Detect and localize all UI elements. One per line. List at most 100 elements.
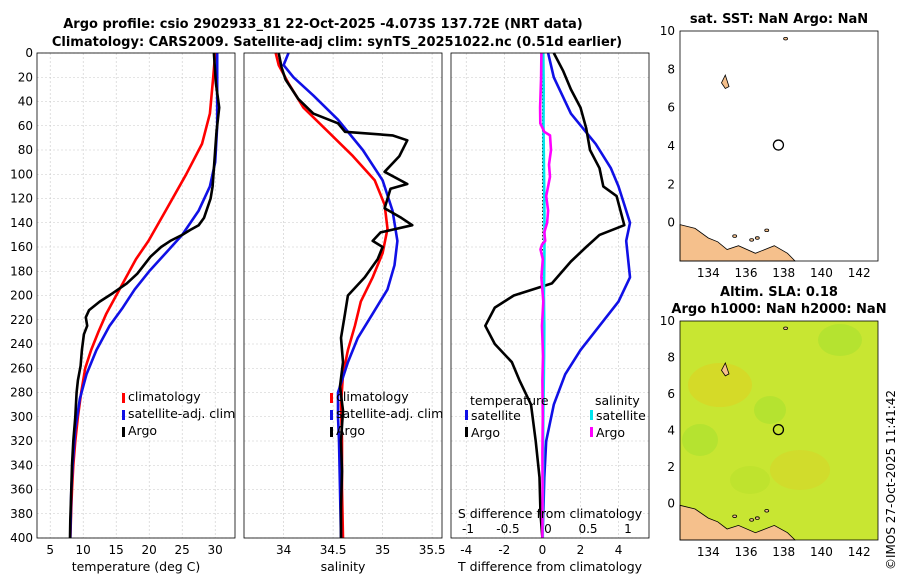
temperature-panel: 0 20 40 60 80 100 120 140 160 180 200 220 240 260 280 3… bbox=[10, 46, 236, 574]
series-line-argo bbox=[68, 52, 221, 539]
x-tick-label-top: -1 bbox=[462, 522, 474, 536]
legend-swatch bbox=[122, 393, 125, 403]
y-tick-label: 400 bbox=[10, 531, 33, 545]
y-tick-label: 8 bbox=[667, 351, 675, 365]
y-tick-label: 80 bbox=[18, 143, 33, 157]
legend-swatch bbox=[590, 427, 593, 437]
sla-anomaly-patch bbox=[754, 396, 786, 424]
x-axis-label-top: S difference from climatology bbox=[458, 506, 643, 521]
legend-label: Argo bbox=[336, 423, 365, 438]
x-tick-label: 20 bbox=[142, 543, 157, 557]
x-tick-label-top: 0.5 bbox=[578, 522, 597, 536]
plot-frame bbox=[36, 52, 236, 539]
land-islet bbox=[764, 509, 770, 513]
x-axis-label: temperature (deg C) bbox=[72, 559, 201, 574]
y-tick-label: 180 bbox=[10, 264, 33, 278]
y-tick-label: 240 bbox=[10, 337, 33, 351]
plot-frame bbox=[450, 52, 650, 539]
y-tick-label: 100 bbox=[10, 167, 33, 181]
sst-map-panel: 0 2 4 6 8 10 134 136 138 140 142 sat. SST: NaN Argo… bbox=[660, 12, 879, 280]
legend-label: satellite-adj. clim bbox=[336, 406, 443, 421]
y-tick-label: 300 bbox=[10, 410, 33, 424]
map-background bbox=[680, 31, 878, 261]
land-islet bbox=[749, 238, 755, 242]
x-tick-label: -2 bbox=[498, 543, 510, 557]
x-tick-label: 10 bbox=[76, 543, 91, 557]
x-tick-label-top: -0.5 bbox=[496, 522, 519, 536]
map-subtitle: Argo h1000: NaN h2000: NaN bbox=[671, 302, 886, 317]
x-tick-label: 140 bbox=[810, 266, 833, 280]
y-tick-label: 0 bbox=[667, 216, 675, 230]
y-tick-label: 10 bbox=[660, 314, 675, 328]
y-tick-label: 360 bbox=[10, 483, 33, 497]
y-tick-label: 340 bbox=[10, 458, 33, 472]
map-title: sat. SST: NaN Argo: NaN bbox=[690, 12, 868, 27]
sla-anomaly-patch bbox=[688, 363, 752, 407]
plot-frame bbox=[243, 52, 443, 539]
x-tick-label: 140 bbox=[810, 545, 833, 559]
legend-swatch bbox=[330, 410, 333, 420]
sla-anomaly-patch bbox=[818, 324, 862, 356]
legend-swatch bbox=[330, 393, 333, 403]
x-tick-label: 4 bbox=[615, 543, 623, 557]
y-tick-label: 120 bbox=[10, 192, 33, 206]
land-islet bbox=[783, 326, 788, 330]
x-tick-label: 0 bbox=[539, 543, 547, 557]
land-islet bbox=[783, 36, 788, 41]
legend-label: Argo bbox=[471, 425, 500, 440]
legend-label: climatology bbox=[128, 389, 201, 404]
legend-label: Argo bbox=[596, 425, 625, 440]
legend-swatch bbox=[465, 410, 468, 420]
figure-title-line1: Argo profile: csio 2902933_81 22-Oct-202… bbox=[63, 17, 583, 32]
series-line-satellite-adj-clim bbox=[282, 52, 399, 539]
y-tick-label: 40 bbox=[18, 95, 33, 109]
y-tick-label: 6 bbox=[667, 101, 675, 115]
y-tick-label: 60 bbox=[18, 119, 33, 133]
y-tick-label: 20 bbox=[18, 70, 33, 84]
x-tick-label: 134 bbox=[697, 266, 720, 280]
series-line-argo bbox=[277, 52, 414, 538]
y-tick-label: 200 bbox=[10, 289, 33, 303]
sla-anomaly-patch bbox=[682, 424, 718, 456]
series-line-satellite-adj-clim bbox=[69, 53, 219, 539]
x-tick-label-top: 1 bbox=[624, 522, 632, 536]
y-tick-label: 0 bbox=[667, 497, 675, 511]
y-tick-label: 10 bbox=[660, 24, 675, 38]
figure-title-line2: Climatology: CARS2009. Satellite-adj cli… bbox=[52, 35, 622, 50]
x-tick-label: 138 bbox=[772, 266, 795, 280]
y-tick-label: 2 bbox=[667, 177, 675, 191]
x-tick-label: 15 bbox=[109, 543, 124, 557]
map-title: Altim. SLA: 0.18 bbox=[720, 285, 838, 300]
x-tick-label: 142 bbox=[848, 545, 871, 559]
legend-label: satellite bbox=[596, 408, 646, 423]
x-tick-label: 142 bbox=[848, 266, 871, 280]
x-tick-label: 136 bbox=[735, 545, 758, 559]
land-islet bbox=[754, 516, 760, 520]
legend-label: climatology bbox=[336, 389, 409, 404]
legend-title-salinity: salinity bbox=[595, 393, 640, 408]
y-tick-label: 260 bbox=[10, 361, 33, 375]
x-tick-label: 30 bbox=[208, 543, 223, 557]
land-new-guinea bbox=[679, 504, 796, 541]
land-islet bbox=[732, 234, 738, 238]
y-tick-label: 320 bbox=[10, 434, 33, 448]
x-tick-label: 2 bbox=[577, 543, 585, 557]
y-tick-label: 160 bbox=[10, 240, 33, 254]
argo-float-marker bbox=[772, 423, 785, 436]
x-tick-label: 25 bbox=[175, 543, 190, 557]
y-tick-label: 2 bbox=[667, 460, 675, 474]
legend-swatch bbox=[590, 410, 593, 420]
x-tick-label: -4 bbox=[460, 543, 472, 557]
land-new-guinea bbox=[679, 224, 796, 262]
y-tick-label: 140 bbox=[10, 216, 33, 230]
x-tick-label: 34.5 bbox=[320, 543, 347, 557]
legend-title-temperature: temperature bbox=[470, 393, 549, 408]
sla-map-panel: 0 2 4 6 8 10 134 136 138 140 142 Altim. SLA: 0.18 Ar… bbox=[660, 285, 887, 559]
y-tick-label: 0 bbox=[25, 46, 33, 60]
salinity-panel: 34 34.5 35 35.5 salinity climatology satellite… bbox=[243, 52, 445, 574]
legend-swatch bbox=[330, 427, 333, 437]
sla-anomaly-patch bbox=[770, 450, 830, 490]
y-tick-label: 6 bbox=[667, 387, 675, 401]
difference-panel: -4 -2 0 2 4 T difference from climatology temp… bbox=[450, 52, 650, 574]
